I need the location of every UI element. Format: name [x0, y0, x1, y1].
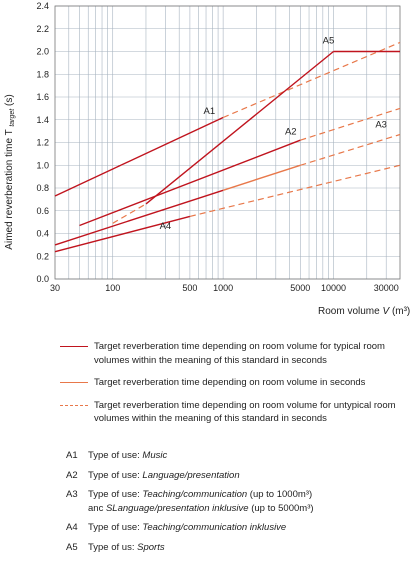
x-axis-label: Room volume V (m³) — [318, 306, 410, 317]
y-tick-labels: 0.0 0.2 0.4 0.6 0.8 1.0 1.2 1.4 1.6 1.8 2.0 2.2 2.4 — [36, 1, 49, 284]
use-type-item: A3 Type of use: Teaching/communication (u… — [66, 488, 411, 515]
legend-text: Target reverberation time depending on r… — [94, 341, 385, 366]
y-tick-label: 1.2 — [36, 138, 49, 148]
grid — [54, 5, 401, 280]
legend-text: Target reverberation time depending on r… — [94, 377, 366, 388]
y-tick-label: 0.0 — [36, 274, 49, 284]
legend-swatch — [60, 346, 88, 347]
use-types-list: A1 Type of use: Music A2 Type of use: Langu… — [66, 449, 411, 560]
use-type-item: A4 Type of use: Teaching/communication in… — [66, 521, 411, 535]
curve-label-a3: A3 — [375, 120, 387, 131]
y-tick-label: 2.2 — [36, 24, 49, 34]
series-line-a4 — [189, 164, 401, 217]
series-line-a3 — [300, 133, 401, 166]
y-tick-label: 1.0 — [36, 160, 49, 170]
y-tick-label: 1.6 — [36, 92, 49, 102]
legend: Target reverberation time depending on r… — [60, 340, 410, 435]
x-tick-label: 5000 — [290, 283, 310, 293]
x-tick-label: 100 — [105, 283, 120, 293]
use-type-code: A5 — [66, 541, 78, 553]
series-line-a1 — [54, 116, 224, 197]
use-type-text: Type of us: Sports — [88, 541, 165, 553]
y-tick-label: 0.8 — [36, 183, 49, 193]
plot-series — [54, 41, 401, 253]
x-tick-label: 30000 — [374, 283, 399, 293]
use-type-text: Type of use: Teaching/communication inkl… — [88, 522, 287, 533]
use-type-item: A2 Type of use: Language/presentation — [66, 469, 411, 483]
y-tick-label: 1.4 — [36, 115, 49, 125]
x-tick-label: 1000 — [213, 283, 233, 293]
legend-swatch — [60, 404, 88, 406]
y-axis-label: Aimed reverberation time T target (s) — [4, 94, 16, 249]
plot-frame — [54, 5, 401, 280]
use-type-text: Type of use: Teaching/communication (up … — [88, 489, 314, 514]
use-type-text: Type of use: Language/presentation — [88, 469, 240, 481]
legend-swatch — [60, 382, 88, 383]
chart: A1 A2 A3 A4 A5 0.0 0.2 0.4 0.6 0.8 1.0 1.2 1.4 1.6 1.… — [4, 1, 410, 317]
x-tick-labels: 30 100 500 1000 5000 10000 30000 — [50, 283, 399, 293]
legend-item: Target reverberation time depending on r… — [60, 399, 410, 426]
series-line-connector — [112, 203, 147, 224]
x-tick-label: 500 — [182, 283, 197, 293]
legend-text: Target reverberation time depending on r… — [94, 399, 396, 425]
y-tick-label: 0.2 — [36, 251, 49, 261]
y-tick-label: 1.8 — [36, 69, 49, 79]
curve-labels: A1 A2 A3 A4 A5 — [160, 36, 387, 232]
y-tick-label: 0.6 — [36, 206, 49, 216]
y-tick-label: 2.4 — [36, 1, 49, 11]
legend-item: Target reverberation time depending on r… — [60, 340, 410, 367]
y-tick-label: 2.0 — [36, 47, 49, 57]
series-line-a3 — [222, 164, 301, 191]
y-tick-label: 0.4 — [36, 229, 49, 239]
use-type-item: A5 Type of us: Sports — [66, 541, 411, 555]
use-type-code: A1 — [66, 450, 78, 461]
use-type-code: A4 — [66, 522, 78, 533]
series-line-a5 — [145, 50, 334, 205]
x-tick-label: 30 — [50, 283, 60, 293]
use-type-code: A3 — [66, 489, 78, 500]
series-line-a4 — [54, 215, 191, 253]
curve-label-a5: A5 — [323, 36, 335, 47]
series-line-a2 — [79, 139, 301, 227]
use-type-code: A2 — [66, 469, 78, 481]
curve-label-a2: A2 — [285, 127, 297, 138]
series-line-a3 — [54, 189, 224, 246]
series-line-a2 — [300, 107, 401, 141]
curve-label-a1: A1 — [204, 106, 216, 117]
x-tick-label: 10000 — [321, 283, 346, 293]
use-type-text: Type of use: Music — [88, 450, 168, 461]
legend-item: Target reverberation time depending on r… — [60, 376, 410, 390]
use-type-item: A1 Type of use: Music — [66, 449, 411, 463]
curve-label-a4: A4 — [160, 221, 172, 232]
series-line-a1 — [222, 41, 401, 119]
